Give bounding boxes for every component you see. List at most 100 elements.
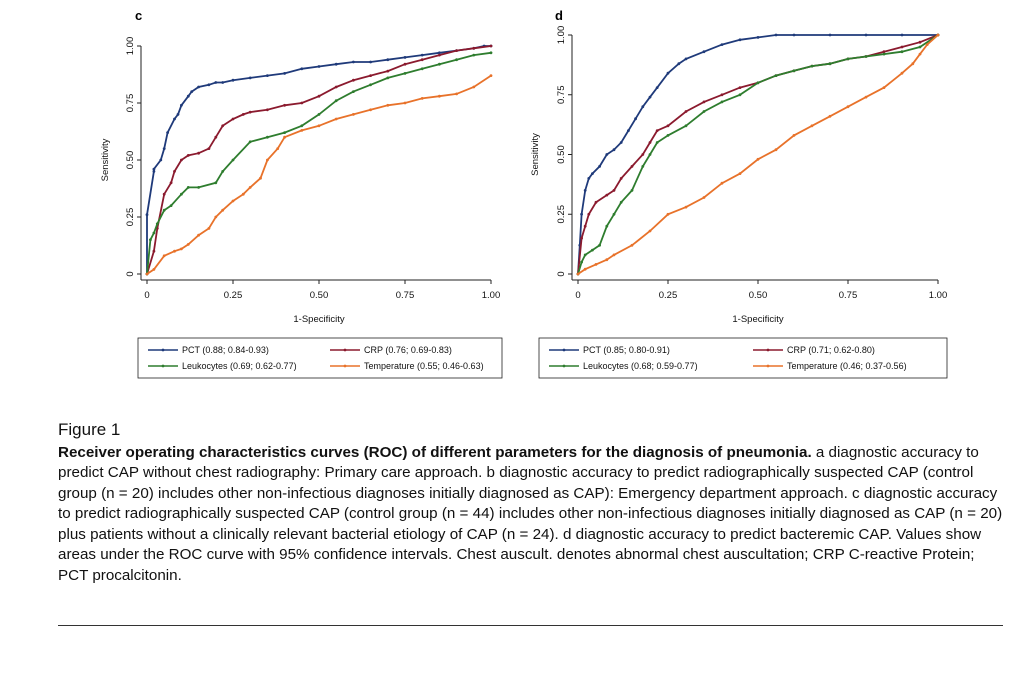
legend-marker xyxy=(343,364,347,368)
figure-label: Figure 1 xyxy=(58,420,121,439)
data-point xyxy=(598,165,601,168)
data-point xyxy=(420,58,424,62)
data-point xyxy=(900,45,904,49)
data-point xyxy=(472,53,476,57)
data-point xyxy=(489,51,493,55)
y-tick-label: 0 xyxy=(556,271,567,276)
data-point xyxy=(828,33,832,37)
data-point xyxy=(882,52,886,56)
data-point xyxy=(918,40,922,44)
data-point xyxy=(605,153,609,156)
data-point xyxy=(911,62,915,66)
data-point xyxy=(605,258,609,262)
data-point xyxy=(648,153,652,156)
data-point xyxy=(455,92,458,96)
data-point xyxy=(882,86,886,89)
data-point xyxy=(159,158,163,162)
data-point xyxy=(882,50,886,54)
series-line-3 xyxy=(146,74,492,275)
data-point xyxy=(756,36,760,39)
data-point xyxy=(276,147,280,151)
data-point xyxy=(900,33,904,37)
data-point xyxy=(619,177,623,180)
data-point xyxy=(186,243,190,246)
data-point xyxy=(641,165,645,168)
x-tick-label: 0.75 xyxy=(396,290,415,301)
series-line-1 xyxy=(146,45,492,275)
y-tick-label: 0.75 xyxy=(125,94,136,113)
legend-marker xyxy=(766,364,770,368)
data-point xyxy=(352,113,355,116)
data-point xyxy=(221,170,225,173)
data-point xyxy=(386,69,390,73)
data-point xyxy=(655,129,659,133)
data-point xyxy=(169,181,173,185)
data-point xyxy=(266,158,269,162)
data-point xyxy=(641,105,645,109)
y-tick-label: 0.50 xyxy=(125,151,136,170)
data-point xyxy=(583,267,587,271)
data-point xyxy=(612,253,616,257)
figure-caption-body: a diagnostic accuracy to predict CAP wit… xyxy=(58,443,1003,584)
data-point xyxy=(155,222,159,226)
x-axis-title: 1-Specificity xyxy=(293,314,344,325)
data-point xyxy=(221,208,225,212)
y-tick-label: 0.25 xyxy=(556,205,567,224)
data-point xyxy=(173,117,176,121)
legend-marker xyxy=(562,348,566,352)
legend-label: Temperature (0.55; 0.46-0.63) xyxy=(364,361,484,371)
data-point xyxy=(176,113,180,116)
data-point xyxy=(352,90,355,93)
panel-letter: d xyxy=(555,8,563,23)
data-point xyxy=(774,33,778,37)
data-point xyxy=(900,71,904,75)
data-point xyxy=(283,135,286,139)
x-axis-title: 1-Specificity xyxy=(732,314,783,325)
data-point xyxy=(918,52,922,56)
series-line-3 xyxy=(577,34,939,275)
data-point xyxy=(197,85,201,89)
data-point xyxy=(438,62,441,66)
data-point xyxy=(283,131,286,135)
data-point xyxy=(231,158,235,162)
data-point xyxy=(641,153,645,156)
data-point xyxy=(455,58,458,62)
data-point xyxy=(702,100,706,104)
data-point xyxy=(738,38,742,42)
data-point xyxy=(738,86,742,89)
series-line-0 xyxy=(146,45,491,274)
data-point xyxy=(630,243,634,247)
data-point xyxy=(334,62,338,66)
data-point xyxy=(317,65,321,68)
data-point xyxy=(420,53,424,57)
data-point xyxy=(684,124,688,128)
data-point xyxy=(173,249,176,253)
data-point xyxy=(420,97,424,100)
data-point xyxy=(248,186,252,189)
data-point xyxy=(438,94,441,98)
data-point xyxy=(248,76,252,80)
data-point xyxy=(828,114,832,118)
data-point xyxy=(386,76,390,80)
data-point xyxy=(438,51,441,55)
data-point xyxy=(738,172,742,176)
data-point xyxy=(677,62,681,66)
data-point xyxy=(489,74,493,77)
data-point xyxy=(666,124,670,128)
data-point xyxy=(684,110,688,113)
data-point xyxy=(619,200,623,204)
data-point xyxy=(936,33,940,37)
data-point xyxy=(666,134,670,137)
data-point xyxy=(369,60,372,64)
data-point xyxy=(792,134,796,137)
data-point xyxy=(666,71,670,75)
legend-box xyxy=(538,337,948,379)
data-point xyxy=(587,212,591,216)
data-point xyxy=(792,33,796,37)
data-point xyxy=(666,212,670,216)
data-point xyxy=(162,254,166,258)
legend-label: Temperature (0.46; 0.37-0.56) xyxy=(787,361,907,371)
data-point xyxy=(612,189,616,192)
data-point xyxy=(152,268,156,271)
data-point xyxy=(810,124,814,128)
